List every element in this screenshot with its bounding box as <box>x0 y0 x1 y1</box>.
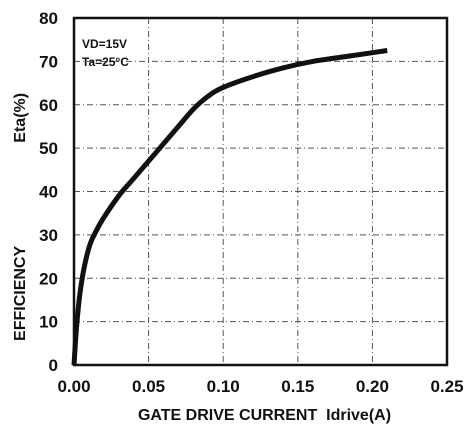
annotation-vd: VD=15V <box>82 37 127 51</box>
tick-labels: 0.00 0.05 0.10 0.15 0.20 0.25 0 10 20 30 40 50 60 70 8… <box>39 9 463 396</box>
x-tick-label: 0.05 <box>132 377 165 396</box>
y-tick-label: 0 <box>49 356 58 375</box>
y-tick-label: 10 <box>39 313 58 332</box>
y-tick-label: 40 <box>39 183 58 202</box>
x-axis-title: GATE DRIVE CURRENT Idrive(A) <box>138 407 391 424</box>
grid <box>74 18 447 365</box>
series-layer <box>71 48 388 366</box>
y-tick-label: 80 <box>39 9 58 28</box>
y-tick-label: 70 <box>39 52 58 71</box>
y-tick-label: 50 <box>39 139 58 158</box>
y-tick-label: 20 <box>39 269 58 288</box>
annotation-ta: Ta=25°C <box>82 55 129 69</box>
y-axis-title: EFFICIENCY <box>12 246 29 341</box>
efficiency-curve <box>71 48 388 366</box>
x-tick-label: 0.25 <box>430 377 463 396</box>
x-tick-label: 0.00 <box>57 377 90 396</box>
y-tick-label: 30 <box>39 226 58 245</box>
x-tick-label: 0.15 <box>281 377 314 396</box>
x-tick-label: 0.20 <box>356 377 389 396</box>
y-axis-unit-title: Eta(%) <box>12 93 29 143</box>
y-tick-label: 60 <box>39 96 58 115</box>
plot-frame <box>72 16 449 367</box>
x-tick-label: 0.10 <box>207 377 240 396</box>
